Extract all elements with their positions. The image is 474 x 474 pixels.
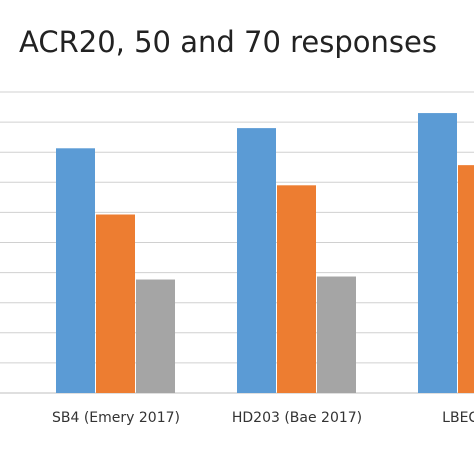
x-tick-label: HD203 (Bae 2017) xyxy=(232,410,362,426)
bar xyxy=(96,214,135,393)
bar xyxy=(136,279,175,393)
bar xyxy=(317,276,356,393)
bar xyxy=(458,165,474,393)
x-tick-label: LBEC0101 xyxy=(442,410,474,426)
chart-title: ACR20, 50 and 70 responses xyxy=(19,25,437,59)
bar xyxy=(56,148,95,393)
x-tick-label: SB4 (Emery 2017) xyxy=(52,410,180,426)
bar xyxy=(277,185,316,393)
bar xyxy=(418,113,457,393)
bar xyxy=(237,128,276,393)
